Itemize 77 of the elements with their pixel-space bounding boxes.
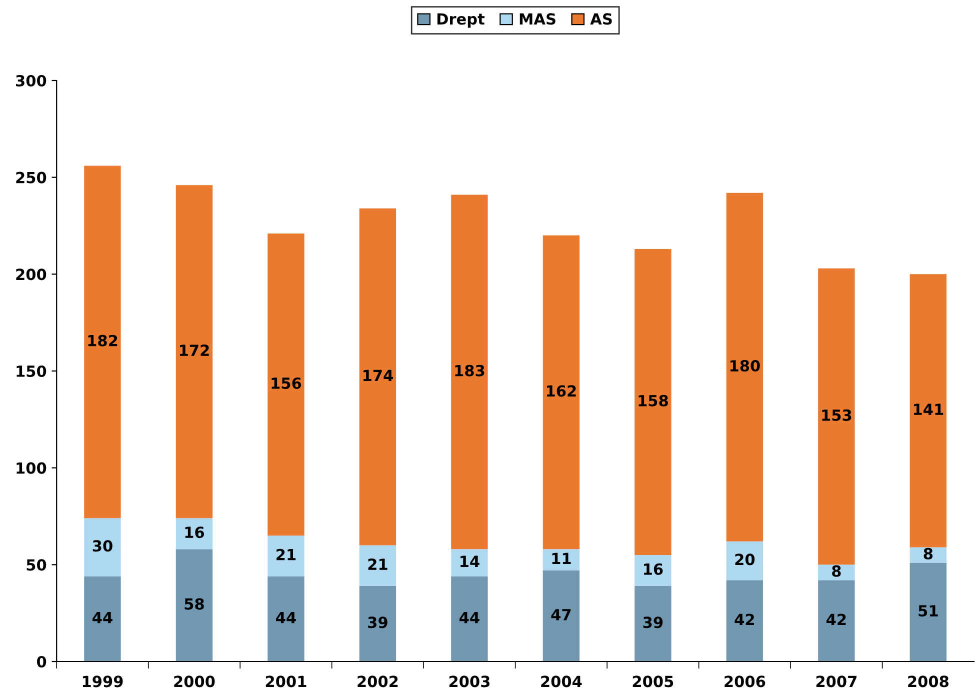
bar: [359, 586, 396, 662]
data-label: 42: [826, 614, 846, 626]
bar: [726, 580, 764, 662]
x-tick-label: 2005: [632, 676, 674, 688]
legend-label: Drept: [437, 13, 485, 28]
x-tick-label: 2002: [358, 676, 398, 688]
data-label: 47: [551, 609, 571, 620]
data-label: 153: [822, 409, 852, 421]
data-label: 14: [460, 556, 480, 567]
data-label: 8: [924, 548, 933, 560]
x-tick-label: 2006: [724, 676, 766, 688]
data-label: 174: [363, 370, 393, 382]
bar: [634, 586, 672, 662]
data-label: 16: [644, 563, 663, 575]
bar: [451, 194, 488, 550]
data-label: 21: [368, 558, 388, 570]
y-tick-label: 0: [36, 656, 46, 668]
bar: [359, 545, 396, 586]
data-label: 20: [735, 554, 755, 566]
x-tick-label: 2007: [816, 676, 856, 688]
data-label: 42: [734, 614, 754, 626]
y-tick-label: 100: [16, 462, 46, 474]
data-label: 141: [914, 404, 944, 415]
bar: [176, 518, 213, 550]
x-tick-label: 1999: [82, 676, 123, 688]
data-label: 16: [185, 526, 204, 538]
bar: [634, 248, 672, 555]
x-tick-label: 2001: [266, 676, 306, 688]
bar: [451, 549, 488, 576]
data-label: 8: [832, 565, 841, 577]
data-label: 51: [918, 605, 938, 617]
x-tick-label: 2004: [541, 676, 582, 688]
y-tick-label: 250: [16, 172, 46, 184]
bar: [542, 235, 580, 550]
data-label: 183: [455, 364, 484, 376]
bar: [634, 554, 672, 586]
data-label: 39: [368, 616, 388, 628]
data-label: 44: [92, 612, 112, 624]
data-label: 44: [460, 612, 480, 624]
bar: [818, 580, 855, 662]
bar: [451, 576, 488, 662]
data-label: 158: [638, 394, 668, 406]
data-label: 172: [180, 344, 209, 356]
bar: [84, 518, 121, 576]
bar: [910, 562, 947, 662]
bar: [726, 192, 764, 542]
x-tick-label: 2000: [174, 676, 215, 688]
y-tick-label: 50: [26, 559, 46, 571]
bar: [84, 166, 121, 518]
legend-label: AS: [590, 13, 612, 25]
data-label: 162: [546, 385, 576, 397]
data-label: 21: [276, 548, 296, 560]
y-tick-label: 150: [16, 365, 46, 378]
data-label: 11: [552, 552, 571, 564]
bar: [84, 576, 121, 662]
bar: [542, 570, 580, 662]
x-tick-label: 2008: [908, 676, 948, 688]
bar: [268, 233, 304, 536]
y-tick-label: 300: [16, 74, 46, 87]
bar: [268, 576, 304, 662]
data-label: 156: [272, 377, 302, 389]
legend-label: MAS: [520, 13, 556, 25]
bar: [176, 185, 213, 518]
bar: [818, 268, 855, 565]
data-label: 44: [276, 612, 296, 624]
x-tick-label: 2003: [449, 676, 490, 688]
data-label: 180: [730, 360, 760, 372]
data-label: 58: [184, 598, 204, 610]
y-tick-label: 200: [16, 268, 46, 280]
bar: [359, 208, 396, 546]
bar: [910, 274, 947, 548]
data-label: 30: [92, 540, 112, 552]
data-label: 182: [88, 334, 118, 346]
data-label: 39: [643, 616, 663, 628]
bar: [726, 541, 764, 580]
bar: [268, 536, 304, 576]
bar: [176, 549, 213, 662]
